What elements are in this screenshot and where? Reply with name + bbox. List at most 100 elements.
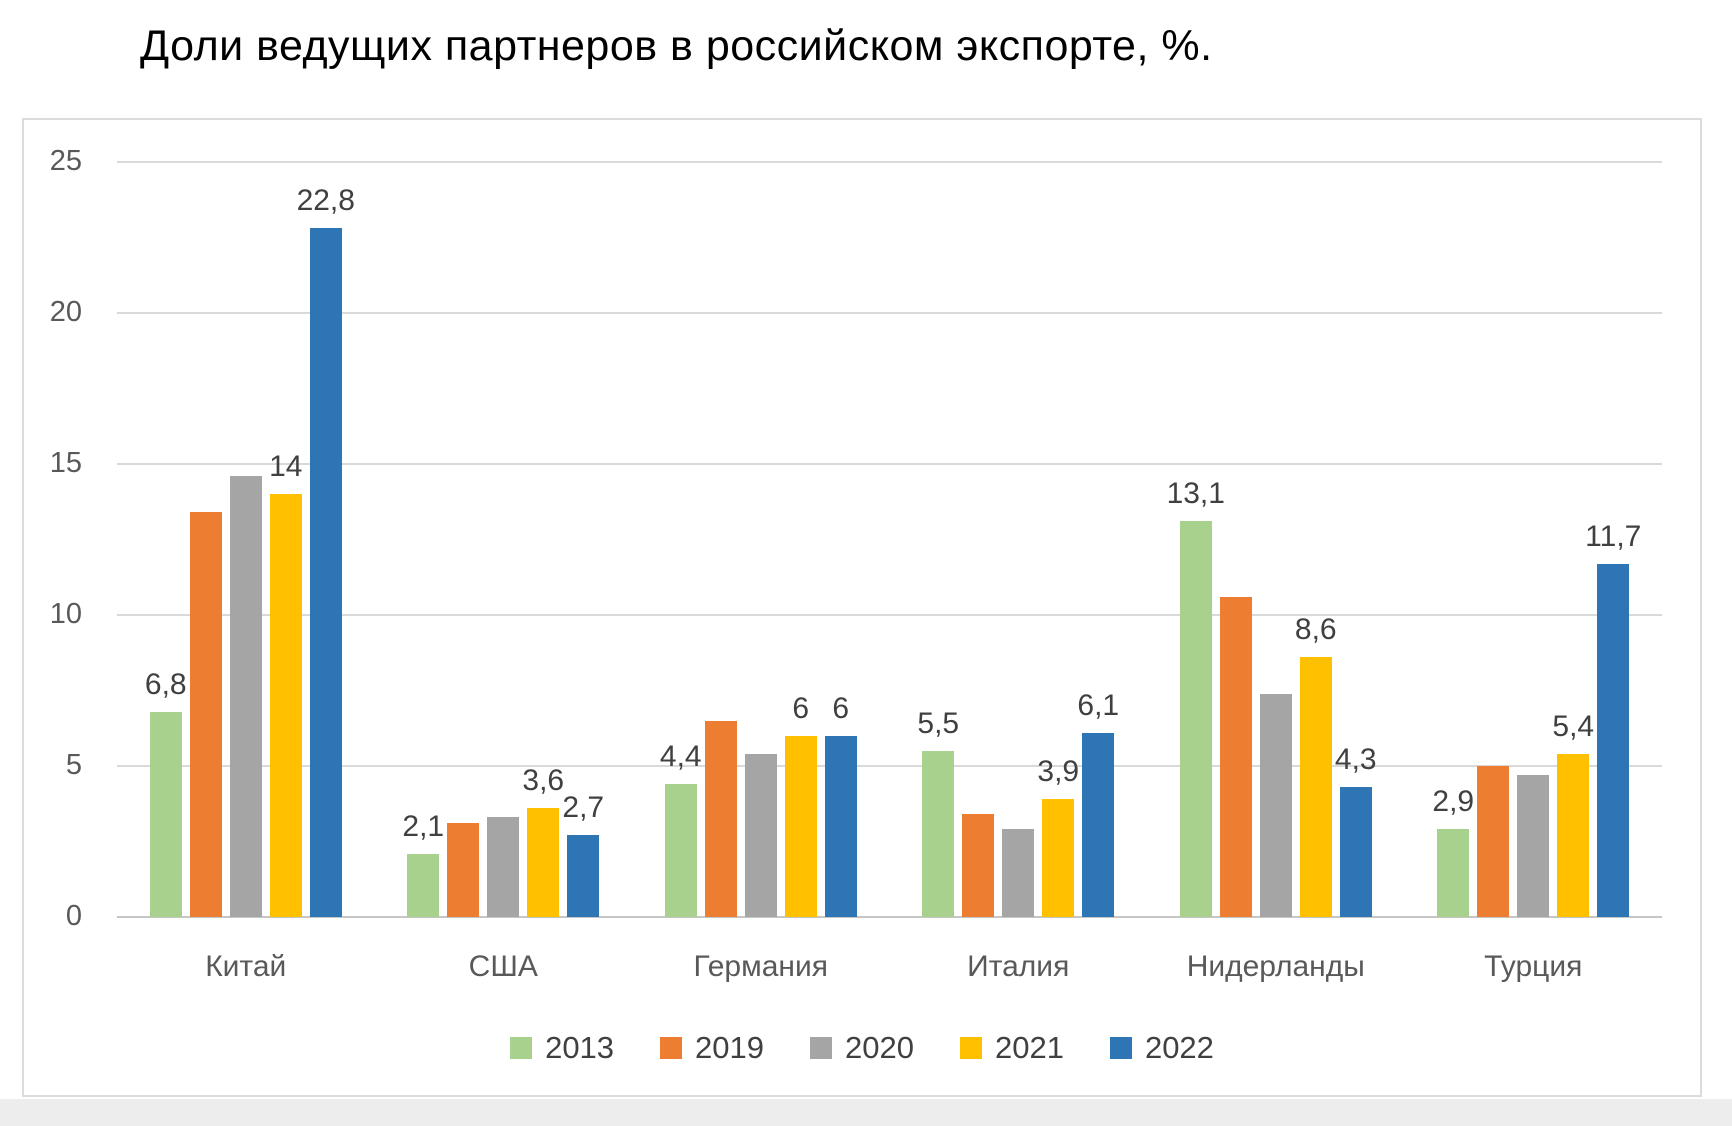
- bar-column: [1256, 162, 1296, 917]
- bar: [1179, 521, 1212, 917]
- bar-column: 5,5: [917, 162, 959, 917]
- bar-column: [958, 162, 998, 917]
- y-axis-tick-label: 20: [49, 295, 82, 328]
- bar-column: 22,8: [297, 162, 355, 917]
- y-axis-tick-label: 10: [49, 597, 82, 630]
- bar-value-label: 4,4: [659, 740, 702, 774]
- bar-value-label: 2,1: [402, 809, 445, 843]
- bar: [1219, 596, 1252, 917]
- bar-column: [1216, 162, 1256, 917]
- legend-item: 2013: [510, 1030, 614, 1066]
- bar: [1477, 766, 1510, 917]
- bar-value-label: 13,1: [1166, 477, 1225, 511]
- legend-swatch: [810, 1037, 833, 1059]
- legend-swatch: [660, 1037, 683, 1059]
- bar-value-label: 2,9: [1432, 785, 1475, 819]
- gridline: [117, 916, 1662, 918]
- bar: [229, 476, 262, 917]
- bar: [309, 228, 342, 917]
- y-axis-tick-label: 15: [49, 446, 82, 479]
- gridline: [117, 614, 1662, 616]
- bar-column: 2,7: [562, 162, 605, 917]
- bar: [1437, 829, 1470, 917]
- bar-value-label: 3,9: [1037, 755, 1080, 789]
- legend-swatch: [1109, 1037, 1132, 1059]
- legend-item: 2019: [660, 1030, 764, 1066]
- y-axis-tick-label: 5: [65, 748, 82, 781]
- bar-value-label: 22,8: [296, 184, 355, 218]
- category-label: Нидерланды: [1186, 950, 1365, 983]
- bar-group: 2,9 5,4 11,7: [1405, 162, 1663, 917]
- legend-label: 2022: [1144, 1030, 1214, 1065]
- category-label: США: [468, 950, 538, 983]
- bar: [149, 711, 182, 917]
- legend: 2013 2019 2020 2021 2022: [24, 1030, 1700, 1066]
- bar: [407, 853, 440, 917]
- bar-value-label: 4,3: [1334, 743, 1377, 777]
- legend-item: 2022: [1109, 1030, 1214, 1066]
- bar-column: 13,1: [1167, 162, 1225, 917]
- bar-column: [998, 162, 1038, 917]
- bar-column: 3,9: [1037, 162, 1080, 917]
- bar-column: [701, 162, 741, 917]
- bar-value-label: 6: [832, 691, 850, 725]
- bar: [269, 494, 302, 917]
- bar-column: [483, 162, 523, 917]
- bar-column: 3,6: [522, 162, 564, 917]
- bar: [962, 814, 995, 917]
- bar: [1339, 787, 1372, 917]
- bar-column: 11,7: [1585, 162, 1641, 917]
- bar-group: 5,5 3,9 6,1: [890, 162, 1148, 917]
- bar-group: 6,8 14 22,8: [117, 162, 375, 917]
- bar-column: [1473, 162, 1513, 917]
- bar: [1082, 732, 1115, 917]
- bar: [1557, 753, 1590, 917]
- bar: [744, 753, 777, 917]
- legend-label: 2020: [845, 1030, 914, 1065]
- bar-column: 6: [821, 162, 861, 917]
- legend-label: 2013: [545, 1030, 615, 1065]
- bar-value-label: 6,1: [1077, 688, 1120, 722]
- bar-value-label: 6,8: [144, 667, 187, 701]
- bar: [567, 835, 600, 917]
- bar: [447, 823, 480, 917]
- bar-column: 4,4: [659, 162, 702, 917]
- bar: [189, 512, 222, 917]
- legend-item: 2021: [959, 1030, 1064, 1066]
- bar-value-label: 2,7: [562, 791, 605, 825]
- chart-title: Доли ведущих партнеров в российском эксп…: [140, 22, 1213, 70]
- x-axis-labels: Китай США Германия Италия Нидерланды Турция: [117, 950, 1662, 984]
- bar-column: 4,3: [1334, 162, 1377, 917]
- category-label: Китай: [205, 950, 287, 983]
- bar: [922, 750, 955, 917]
- bar: [784, 735, 817, 917]
- bar-value-label: 5,4: [1552, 709, 1595, 743]
- bar-value-label: 6: [792, 691, 810, 725]
- bar-column: 2,1: [402, 162, 445, 917]
- bar-value-label: 11,7: [1585, 519, 1642, 553]
- y-axis-tick-label: 0: [65, 899, 82, 932]
- legend-swatch: [510, 1037, 533, 1059]
- category-label: Италия: [967, 950, 1070, 983]
- bar-group: 13,1 8,6 4,3: [1147, 162, 1405, 917]
- bar: [487, 817, 520, 917]
- chart-frame: 0 5 10 15 20 25 6,8 14 22,8 2,1 3,6 2,7 4,4 6 6 5,5 3,9 6…: [22, 118, 1702, 1097]
- bottom-strip: [0, 1099, 1732, 1126]
- bar: [1259, 693, 1292, 917]
- bar-column: [226, 162, 266, 917]
- bar: [664, 784, 697, 917]
- bar: [1517, 775, 1550, 917]
- category-label: Турция: [1484, 950, 1583, 983]
- bar-column: 6,8: [144, 162, 187, 917]
- bar-column: 6: [781, 162, 821, 917]
- bar-value-label: 14: [269, 450, 303, 484]
- bar-column: [186, 162, 226, 917]
- legend-item: 2020: [810, 1030, 914, 1066]
- legend-label: 2021: [994, 1030, 1064, 1065]
- gridline: [117, 765, 1662, 767]
- gridline: [117, 463, 1662, 465]
- bar: [527, 808, 560, 917]
- bar-group: 2,1 3,6 2,7: [375, 162, 633, 917]
- bar: [1002, 829, 1035, 917]
- legend-label: 2019: [695, 1030, 765, 1065]
